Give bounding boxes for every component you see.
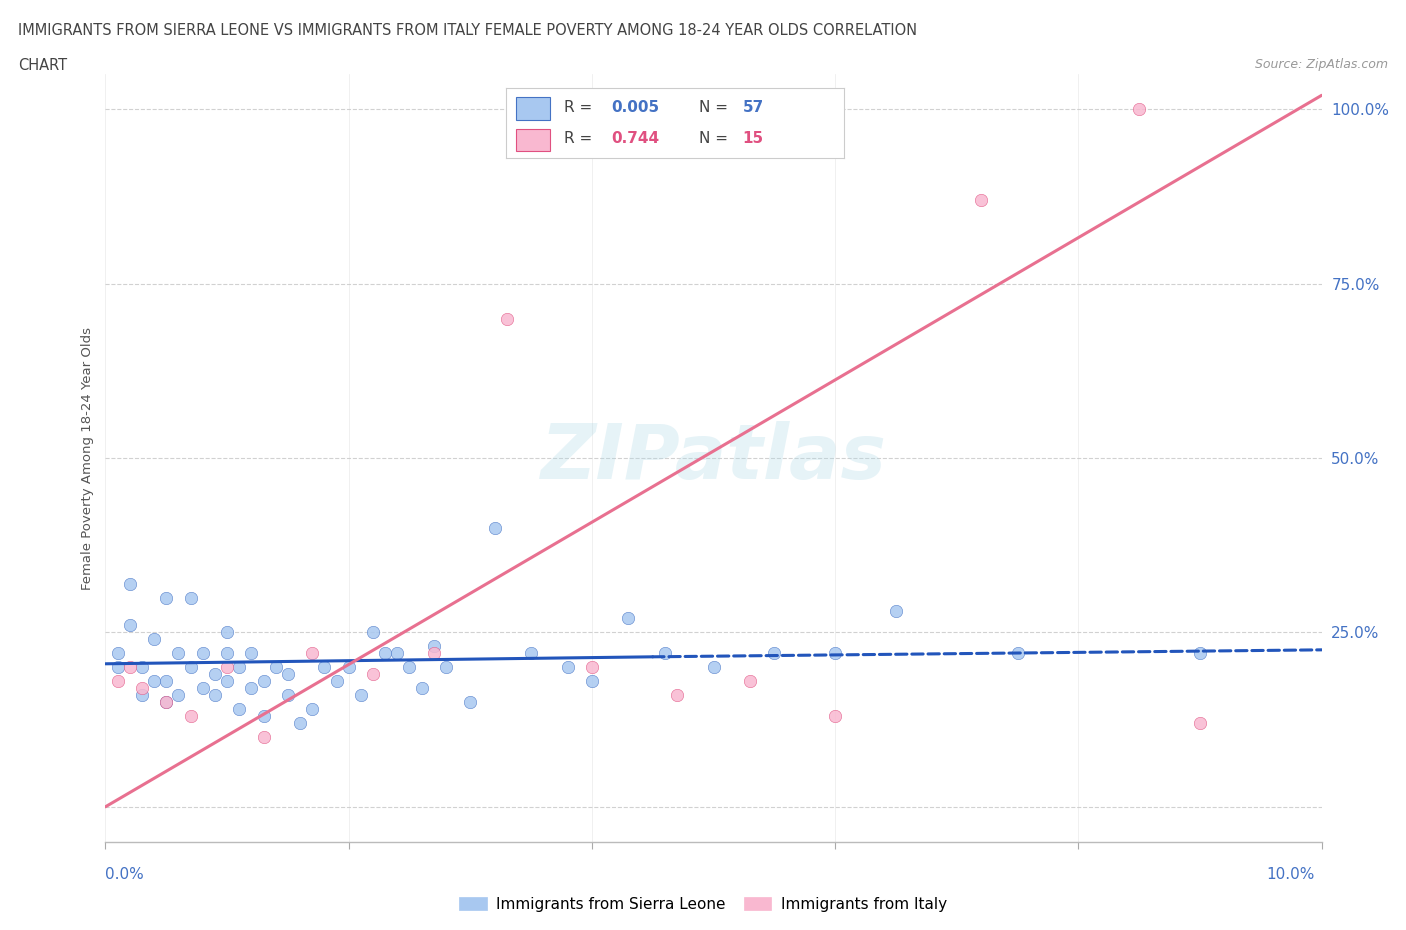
- Point: [411, 681, 433, 696]
- Point: [180, 709, 202, 724]
- Point: [374, 646, 396, 661]
- Point: [118, 660, 141, 675]
- Point: [495, 312, 517, 326]
- Point: [314, 660, 336, 675]
- Point: [217, 625, 239, 640]
- Point: [277, 667, 299, 682]
- Point: [155, 673, 177, 688]
- Point: [107, 660, 129, 675]
- Point: [666, 688, 689, 703]
- Text: 0.744: 0.744: [610, 131, 659, 146]
- Point: [118, 577, 141, 591]
- FancyBboxPatch shape: [516, 98, 550, 120]
- Point: [301, 646, 323, 661]
- Point: [155, 695, 177, 710]
- Legend: Immigrants from Sierra Leone, Immigrants from Italy: Immigrants from Sierra Leone, Immigrants…: [453, 890, 953, 918]
- Point: [763, 646, 786, 661]
- Point: [107, 673, 129, 688]
- Point: [191, 646, 214, 661]
- Text: 0.0%: 0.0%: [105, 867, 145, 882]
- Point: [131, 681, 153, 696]
- Point: [217, 673, 239, 688]
- Point: [1128, 102, 1150, 117]
- Point: [143, 673, 166, 688]
- FancyBboxPatch shape: [516, 128, 550, 151]
- Text: 0.005: 0.005: [610, 100, 659, 115]
- Text: CHART: CHART: [18, 58, 67, 73]
- Point: [423, 639, 446, 654]
- Point: [180, 591, 202, 605]
- Text: ZIPatlas: ZIPatlas: [540, 421, 887, 495]
- Point: [884, 604, 907, 619]
- Point: [180, 660, 202, 675]
- Point: [252, 709, 274, 724]
- Point: [970, 193, 993, 207]
- Point: [217, 646, 239, 661]
- Point: [240, 646, 263, 661]
- Text: IMMIGRANTS FROM SIERRA LEONE VS IMMIGRANTS FROM ITALY FEMALE POVERTY AMONG 18-24: IMMIGRANTS FROM SIERRA LEONE VS IMMIGRAN…: [18, 23, 917, 38]
- Point: [738, 673, 761, 688]
- Point: [458, 695, 481, 710]
- Point: [617, 611, 640, 626]
- Point: [107, 646, 129, 661]
- Point: [252, 673, 274, 688]
- Point: [228, 660, 250, 675]
- Point: [337, 660, 360, 675]
- Point: [252, 729, 274, 744]
- Text: 57: 57: [742, 100, 763, 115]
- Point: [361, 667, 384, 682]
- Point: [824, 646, 846, 661]
- Point: [1007, 646, 1029, 661]
- Point: [702, 660, 725, 675]
- Point: [520, 646, 543, 661]
- Point: [288, 716, 311, 731]
- Point: [557, 660, 579, 675]
- Point: [398, 660, 420, 675]
- Point: [191, 681, 214, 696]
- Point: [155, 591, 177, 605]
- Point: [204, 688, 226, 703]
- Point: [264, 660, 287, 675]
- Text: R =: R =: [564, 131, 596, 146]
- Point: [228, 702, 250, 717]
- Point: [361, 625, 384, 640]
- Point: [167, 688, 190, 703]
- Point: [387, 646, 409, 661]
- Point: [1188, 646, 1211, 661]
- Text: 15: 15: [742, 131, 763, 146]
- Point: [118, 618, 141, 633]
- Point: [204, 667, 226, 682]
- Point: [581, 660, 603, 675]
- Text: N =: N =: [699, 131, 733, 146]
- Text: R =: R =: [564, 100, 596, 115]
- Point: [654, 646, 676, 661]
- Text: Source: ZipAtlas.com: Source: ZipAtlas.com: [1254, 58, 1388, 71]
- Text: 10.0%: 10.0%: [1267, 867, 1315, 882]
- Point: [484, 521, 506, 536]
- Point: [131, 688, 153, 703]
- Text: N =: N =: [699, 100, 733, 115]
- Point: [143, 632, 166, 647]
- Point: [434, 660, 457, 675]
- Point: [217, 660, 239, 675]
- Point: [131, 660, 153, 675]
- Point: [301, 702, 323, 717]
- Point: [581, 673, 603, 688]
- Point: [325, 673, 347, 688]
- Point: [350, 688, 373, 703]
- Point: [240, 681, 263, 696]
- Point: [1188, 716, 1211, 731]
- Y-axis label: Female Poverty Among 18-24 Year Olds: Female Poverty Among 18-24 Year Olds: [82, 326, 94, 590]
- Point: [277, 688, 299, 703]
- Point: [155, 695, 177, 710]
- Point: [167, 646, 190, 661]
- Point: [824, 709, 846, 724]
- Point: [423, 646, 446, 661]
